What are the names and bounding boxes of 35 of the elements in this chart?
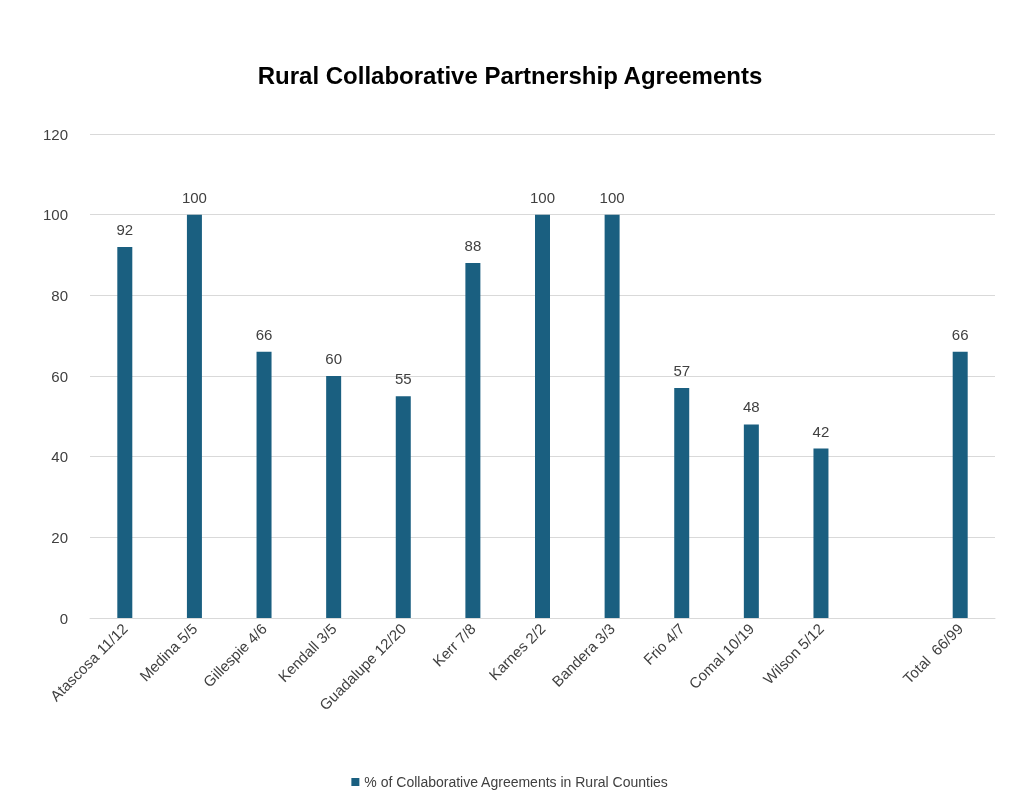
bar xyxy=(186,214,202,618)
bar xyxy=(256,351,272,618)
bar xyxy=(117,246,133,618)
y-tick-label: 80 xyxy=(51,286,68,304)
data-label: 42 xyxy=(812,422,830,440)
bar xyxy=(813,448,829,618)
data-label: 92 xyxy=(116,220,134,238)
bar xyxy=(326,376,342,618)
bar xyxy=(535,214,550,618)
bar xyxy=(952,351,968,618)
bar xyxy=(604,214,620,618)
bar xyxy=(395,396,411,618)
bar xyxy=(674,388,690,618)
data-label: 100 xyxy=(181,188,207,206)
x-tick-label: Kerr 7/8 xyxy=(429,619,479,670)
data-label: 48 xyxy=(743,398,760,416)
data-label: 57 xyxy=(673,362,691,380)
data-label: 60 xyxy=(325,350,342,367)
y-tick-label: 0 xyxy=(59,609,68,627)
y-tick-label: 100 xyxy=(42,206,68,224)
y-tick-label: 120 xyxy=(42,125,68,143)
data-label: 100 xyxy=(529,188,556,206)
data-label: 88 xyxy=(464,237,482,255)
chart-title: Rural Collaborative Partnership Agreements xyxy=(257,61,763,89)
y-tick-label: 40 xyxy=(51,448,68,466)
data-label: 66 xyxy=(255,325,273,343)
y-tick-label: 20 xyxy=(51,528,68,546)
x-tick-label: Frio 4/7 xyxy=(639,619,688,668)
bar xyxy=(465,263,481,618)
y-tick-label: 60 xyxy=(51,367,68,385)
bar xyxy=(743,424,759,618)
legend-label: % of Collaborative Agreements in Rural Counties xyxy=(364,774,668,790)
data-label: 66 xyxy=(951,325,969,343)
data-label: 55 xyxy=(394,370,412,388)
data-label: 100 xyxy=(599,188,625,206)
